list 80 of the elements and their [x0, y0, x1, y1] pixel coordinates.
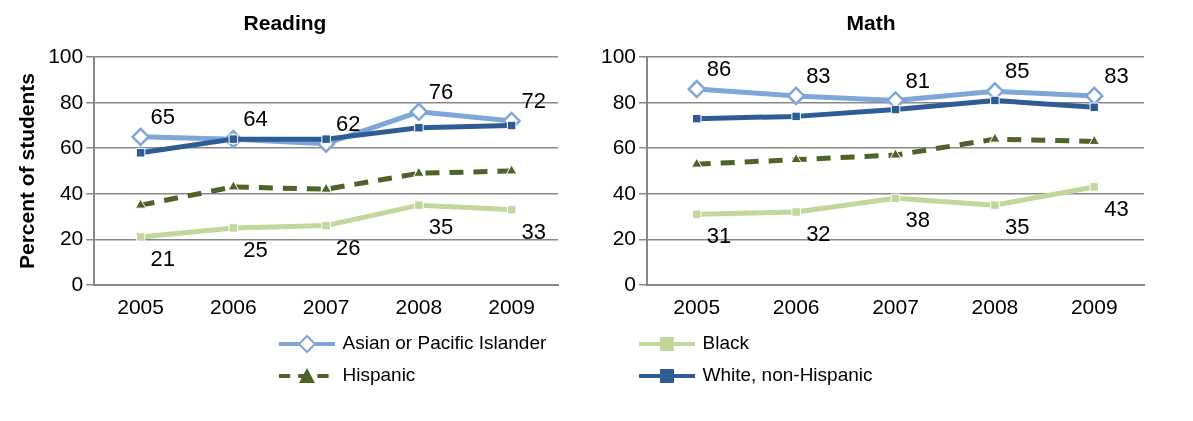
point: [691, 113, 702, 124]
legend-label: Asian or Pacific Islander: [342, 332, 547, 353]
point: [786, 86, 806, 106]
chart-title: Math: [846, 11, 896, 35]
data-label: 86: [706, 56, 732, 82]
point: [890, 104, 901, 115]
point: [889, 148, 902, 159]
point: [413, 166, 425, 177]
point: [989, 132, 1001, 143]
point: [131, 127, 150, 147]
data-label: 65: [150, 103, 176, 129]
point: [1089, 102, 1100, 113]
x-tick-label: 2009: [488, 295, 535, 319]
point: [990, 200, 1000, 210]
point: [414, 200, 424, 210]
y-tick-label: 20: [612, 226, 637, 250]
legend-label: Black: [702, 332, 749, 353]
y-tick-label: 40: [59, 180, 84, 204]
data-label: 35: [428, 214, 454, 240]
point: [791, 111, 801, 122]
y-tick-label: 60: [59, 135, 84, 159]
point: [691, 209, 702, 219]
point: [227, 180, 240, 191]
point: [890, 193, 901, 204]
point: [990, 95, 1000, 106]
point: [505, 164, 518, 175]
x-tick-label: 2005: [673, 295, 721, 319]
point: [321, 220, 331, 231]
x-tick-label: 2006: [210, 295, 257, 319]
point: [414, 123, 424, 133]
x-tick-label: 2006: [772, 295, 820, 319]
y-tick-label: 100: [600, 44, 637, 67]
data-label: 26: [336, 234, 361, 260]
chart-title: Reading: [243, 11, 327, 35]
point: [790, 153, 802, 164]
point: [228, 223, 239, 233]
point: [1089, 182, 1100, 192]
data-label: 83: [806, 62, 831, 88]
x-tick-label: 2008: [971, 295, 1019, 319]
data-label: 76: [428, 78, 454, 104]
point: [135, 232, 146, 242]
data-label: 43: [1104, 195, 1129, 221]
y-tick-label: 100: [48, 44, 84, 67]
x-tick-label: 2007: [872, 295, 919, 319]
point: [320, 182, 332, 193]
x-tick-label: 2005: [117, 295, 164, 319]
point: [687, 79, 706, 99]
y-tick-label: 80: [612, 89, 637, 113]
data-label: 25: [243, 236, 268, 262]
y-tick-label: 40: [612, 180, 637, 204]
x-tick-label: 2008: [395, 295, 443, 319]
y-tick-label: 60: [612, 135, 637, 159]
data-label: 33: [521, 218, 547, 244]
point: [506, 204, 517, 215]
point: [791, 207, 801, 217]
data-label: 31: [706, 223, 732, 249]
data-label: 81: [905, 67, 930, 93]
point: [691, 157, 703, 168]
y-tick-label: 20: [59, 226, 84, 250]
data-label: 21: [150, 246, 176, 272]
point: [409, 102, 429, 122]
y-tick-label: 0: [624, 271, 637, 295]
data-label: 64: [243, 106, 268, 132]
legend-label: Hispanic: [342, 364, 416, 385]
data-label: 32: [806, 221, 831, 247]
point: [134, 198, 147, 209]
x-tick-label: 2007: [302, 295, 350, 319]
data-label: 85: [1004, 58, 1030, 84]
data-label: 72: [521, 87, 547, 113]
y-tick-label: 80: [59, 89, 84, 113]
y-tick-label: 0: [71, 271, 84, 295]
data-label: 83: [1104, 62, 1129, 88]
y-axis-title: Percent of students: [15, 72, 39, 270]
point: [1088, 134, 1100, 145]
data-label: 35: [1004, 214, 1030, 240]
x-tick-label: 2009: [1070, 295, 1118, 319]
point: [135, 148, 146, 158]
data-label: 62: [336, 110, 361, 136]
data-label: 38: [905, 207, 930, 233]
legend-label: White, non-Hispanic: [702, 364, 873, 385]
